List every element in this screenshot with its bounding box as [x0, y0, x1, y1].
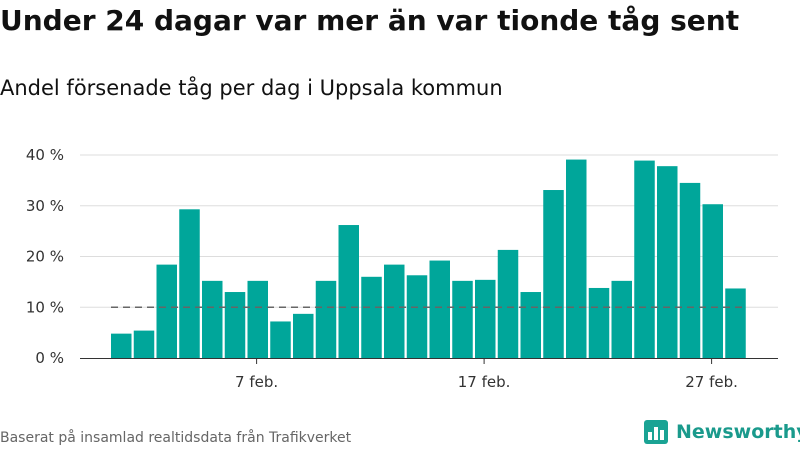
bar	[361, 276, 382, 358]
bar-chart-logo-icon	[644, 420, 668, 444]
bar	[247, 280, 268, 358]
bar	[315, 280, 337, 358]
bar	[156, 264, 177, 358]
y-tick-label: 40 %	[26, 146, 64, 164]
chart-subtitle: Andel försenade tåg per dag i Uppsala ko…	[0, 76, 503, 100]
bar	[133, 330, 155, 358]
bar	[224, 292, 246, 358]
y-tick-label: 0 %	[35, 349, 64, 367]
bar	[406, 275, 428, 358]
bar	[588, 287, 610, 358]
bar	[384, 264, 405, 358]
bar	[702, 204, 723, 358]
bar	[293, 313, 314, 358]
bar	[202, 280, 223, 358]
y-tick-label: 30 %	[26, 197, 64, 215]
bar	[543, 190, 564, 358]
bar	[475, 279, 496, 358]
bar	[111, 333, 132, 358]
bar	[520, 292, 541, 358]
bar	[657, 166, 678, 358]
x-tick-label: 27 feb.	[685, 373, 738, 391]
bar	[179, 209, 200, 358]
source-note: Baserat på insamlad realtidsdata från Tr…	[0, 430, 352, 446]
bar	[452, 280, 473, 358]
bar	[679, 182, 701, 358]
chart-title: Under 24 dagar var mer än var tionde tåg…	[0, 4, 740, 37]
bar	[725, 288, 746, 358]
bar	[497, 249, 519, 358]
x-axis: 7 feb. 17 feb. 27 feb.	[80, 358, 778, 391]
bar	[270, 321, 291, 358]
bar-chart: 0 % 10 % 20 % 30 % 40 % 7 feb. 17 feb. 27 feb.	[26, 146, 778, 391]
y-tick-label: 10 %	[26, 298, 64, 316]
bars	[111, 159, 746, 358]
brand-name: Newsworthy	[676, 421, 800, 443]
newsworthy-logo: Newsworthy	[644, 420, 800, 444]
bar	[338, 225, 359, 358]
bar	[429, 260, 450, 358]
y-tick-label: 20 %	[26, 248, 64, 266]
x-tick-label: 7 feb.	[235, 373, 278, 391]
bar	[634, 160, 655, 358]
bar	[566, 159, 587, 358]
bar	[611, 280, 632, 358]
y-axis-labels: 0 % 10 % 20 % 30 % 40 %	[26, 146, 64, 367]
x-tick-label: 17 feb.	[458, 373, 511, 391]
